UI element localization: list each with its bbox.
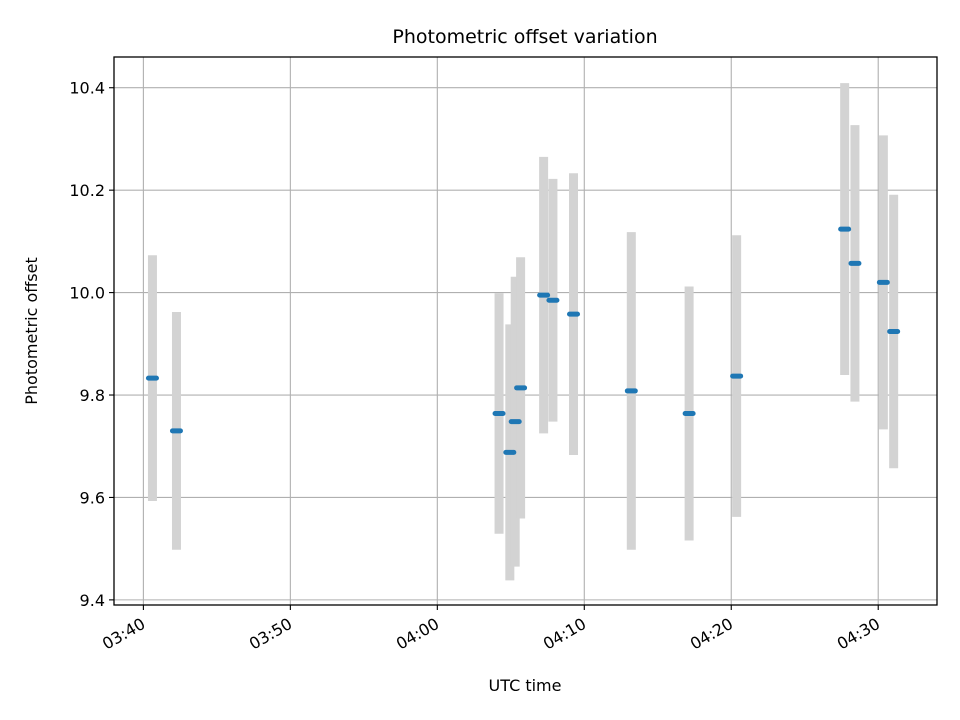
x-axis-label: UTC time <box>489 676 562 695</box>
y-tick-label: 9.4 <box>80 591 105 610</box>
data-points <box>145 226 901 455</box>
y-tick-label: 10.0 <box>69 284 105 303</box>
chart-title: Photometric offset variation <box>392 26 657 48</box>
y-tick-label: 9.8 <box>80 386 105 405</box>
grid <box>114 57 937 605</box>
plot-frame <box>113 56 938 606</box>
y-tick-label: 10.4 <box>69 79 105 98</box>
y-tick-label: 10.2 <box>69 181 105 200</box>
y-axis-label: Photometric offset <box>22 257 41 405</box>
y-tick-label: 9.6 <box>80 488 105 507</box>
y-axis: 9.4 9.6 9.8 10.0 10.2 10.4 <box>69 79 114 610</box>
